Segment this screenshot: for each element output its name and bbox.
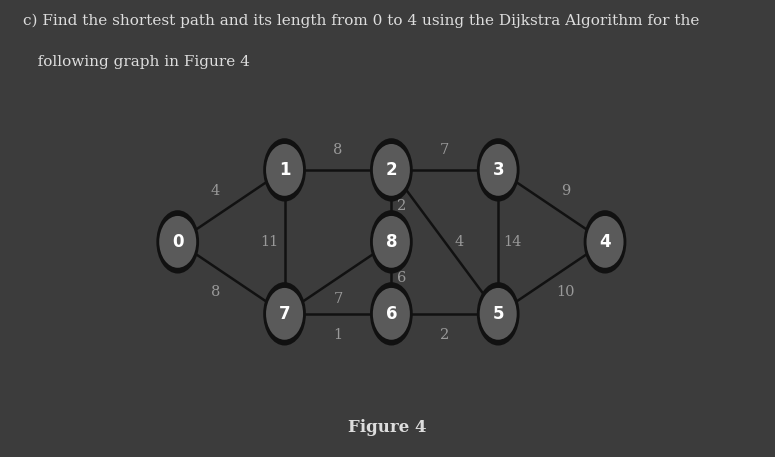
Text: 11: 11 <box>260 235 278 249</box>
Text: 3: 3 <box>492 161 504 179</box>
Text: Figure 4: Figure 4 <box>348 419 427 436</box>
Text: 2: 2 <box>386 161 397 179</box>
Ellipse shape <box>480 288 517 340</box>
Ellipse shape <box>373 216 410 268</box>
Text: 2: 2 <box>440 329 450 342</box>
Text: 1: 1 <box>279 161 291 179</box>
Text: 0: 0 <box>172 233 184 251</box>
Text: 8: 8 <box>333 143 343 157</box>
Ellipse shape <box>373 288 410 340</box>
Ellipse shape <box>477 282 519 345</box>
Ellipse shape <box>157 210 199 274</box>
Text: 8: 8 <box>386 233 397 251</box>
Text: 8: 8 <box>211 285 220 299</box>
Text: 4: 4 <box>454 235 463 249</box>
Text: 2: 2 <box>397 199 406 213</box>
Ellipse shape <box>266 288 303 340</box>
Ellipse shape <box>264 138 306 202</box>
Text: c) Find the shortest path and its length from 0 to 4 using the Dijkstra Algorith: c) Find the shortest path and its length… <box>23 14 700 28</box>
Ellipse shape <box>370 210 413 274</box>
Text: 9: 9 <box>561 185 570 198</box>
Text: 4: 4 <box>599 233 611 251</box>
Ellipse shape <box>373 144 410 196</box>
Text: 6: 6 <box>386 305 397 323</box>
Ellipse shape <box>587 216 624 268</box>
Ellipse shape <box>480 144 517 196</box>
Text: 1: 1 <box>333 329 343 342</box>
Text: 7: 7 <box>440 143 450 157</box>
Ellipse shape <box>477 138 519 202</box>
Text: 5: 5 <box>492 305 504 323</box>
Text: 10: 10 <box>556 285 575 299</box>
Ellipse shape <box>264 282 306 345</box>
Text: following graph in Figure 4: following graph in Figure 4 <box>23 55 250 69</box>
Ellipse shape <box>584 210 626 274</box>
Ellipse shape <box>370 282 413 345</box>
Text: 6: 6 <box>397 271 406 285</box>
Text: 4: 4 <box>211 185 220 198</box>
Ellipse shape <box>266 144 303 196</box>
Text: 14: 14 <box>503 235 522 249</box>
Ellipse shape <box>370 138 413 202</box>
Text: 7: 7 <box>333 292 343 307</box>
Ellipse shape <box>159 216 196 268</box>
Text: 7: 7 <box>279 305 291 323</box>
